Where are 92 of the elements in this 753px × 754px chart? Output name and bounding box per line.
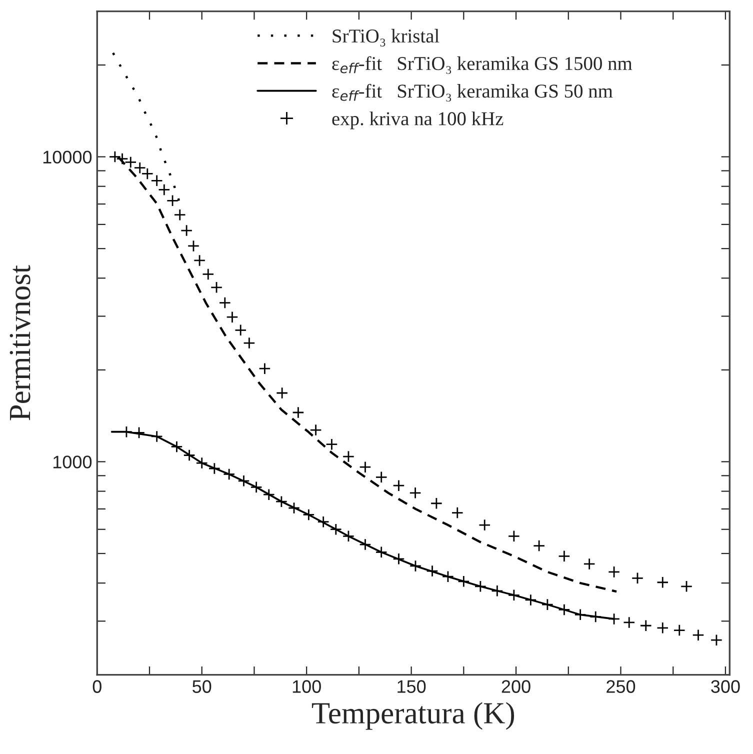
point (541, 598, 554, 611)
point (170, 440, 183, 453)
point (392, 552, 405, 565)
legend-label: ε$_{eff}$-fit SrTiO₃ keramika GS 50 nm (332, 84, 613, 102)
point (243, 336, 256, 350)
point (158, 184, 170, 196)
point (342, 450, 355, 463)
x-tick-label: 300 (711, 680, 740, 693)
point (132, 426, 146, 439)
point (558, 550, 570, 562)
point (134, 162, 146, 174)
point (187, 240, 200, 252)
point (442, 570, 454, 583)
point (623, 616, 636, 629)
point (276, 386, 288, 400)
point (223, 468, 236, 480)
x-tick-label: 200 (502, 680, 530, 693)
point (673, 624, 686, 636)
point (218, 296, 231, 309)
legend-label: ε$_{eff}$-fit SrTiO₃ keramika GS 1500 nm (332, 56, 632, 74)
point (183, 449, 196, 462)
point (124, 156, 137, 168)
legend-label: SrTiO₃ kristal (332, 28, 440, 46)
x-tick-label: 50 (192, 680, 212, 693)
point (392, 480, 405, 492)
point (409, 560, 422, 572)
point (116, 152, 128, 165)
point (608, 566, 620, 578)
point (458, 575, 470, 588)
point (474, 580, 486, 592)
point (359, 538, 372, 551)
point (302, 508, 315, 521)
point (656, 622, 669, 634)
y-axis-title: Permitivnost (10, 265, 30, 420)
x-tick-label: 250 (606, 680, 636, 693)
point (710, 634, 723, 646)
point (680, 580, 693, 592)
point (508, 589, 520, 602)
point (532, 540, 546, 552)
point (150, 430, 163, 443)
point (590, 610, 602, 623)
point (234, 324, 247, 336)
point (508, 530, 520, 542)
point (150, 174, 163, 187)
point (330, 523, 342, 536)
point (375, 546, 388, 558)
point (292, 406, 304, 419)
point (180, 224, 193, 237)
point (210, 281, 223, 294)
point (326, 438, 338, 450)
y-tick-label: 1000 (53, 456, 92, 468)
point (574, 608, 586, 621)
point (317, 516, 330, 528)
point (430, 497, 443, 510)
y-tick-label: 10000 (43, 150, 92, 164)
point (258, 362, 271, 375)
point (608, 612, 620, 626)
point (409, 486, 422, 499)
point (375, 471, 388, 484)
point (141, 168, 154, 180)
point (202, 268, 214, 280)
point (275, 496, 288, 508)
point (288, 502, 300, 514)
point (692, 629, 704, 642)
point (196, 456, 208, 470)
point (193, 254, 206, 267)
x-tick-label: 0 (92, 680, 102, 693)
point (226, 311, 238, 324)
point (238, 474, 250, 487)
point (583, 558, 596, 570)
point (656, 576, 669, 588)
point (558, 604, 570, 616)
x-tick-label: 150 (398, 680, 426, 693)
point (166, 194, 179, 207)
point (478, 518, 491, 532)
x-tick-label: 100 (292, 680, 321, 693)
point (342, 530, 355, 542)
point (262, 488, 275, 501)
x-axis-title: Temperatura (K) (312, 702, 514, 730)
point (208, 462, 220, 475)
point (426, 564, 438, 578)
point (491, 584, 504, 597)
point (631, 572, 644, 584)
point (524, 594, 537, 606)
point (250, 481, 262, 494)
point (451, 506, 464, 519)
point (174, 208, 186, 221)
point (359, 461, 372, 474)
point (310, 424, 322, 436)
point (108, 150, 122, 163)
point (640, 620, 652, 632)
legend-label: exp. kriva na 100 kHz (332, 112, 504, 130)
